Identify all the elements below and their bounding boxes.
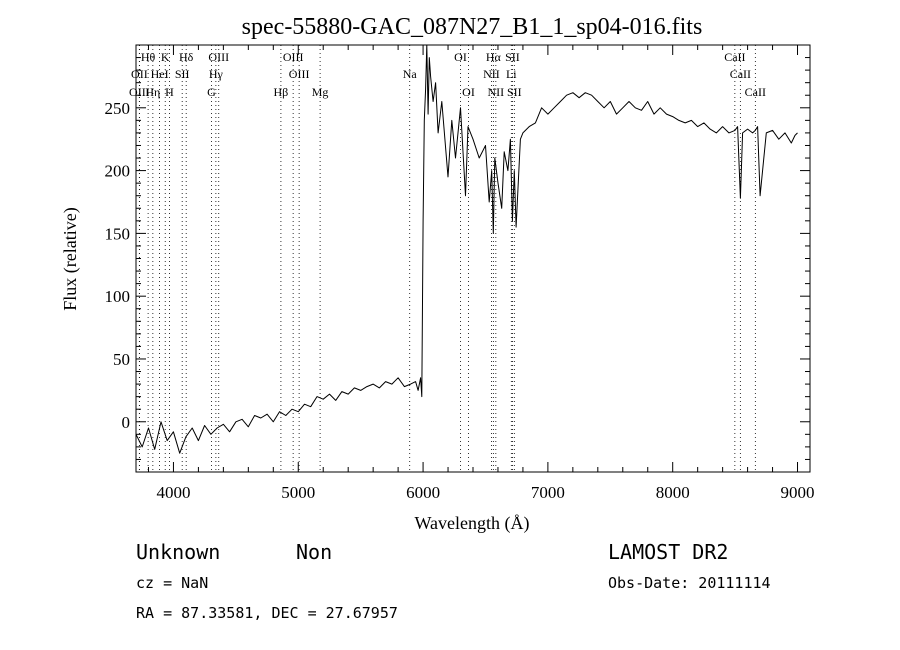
line-marker-label: Mg bbox=[312, 85, 329, 99]
x-tick-label: 9000 bbox=[781, 483, 815, 502]
line-marker-label: NII bbox=[488, 85, 505, 99]
line-marker-label: Hδ bbox=[179, 50, 194, 64]
line-marker-label: SII bbox=[507, 85, 522, 99]
object-class: Unknown bbox=[136, 540, 220, 564]
survey-name: LAMOST DR2 bbox=[608, 540, 728, 564]
line-marker-label: OIII bbox=[289, 67, 310, 81]
y-tick-label: 50 bbox=[113, 350, 130, 369]
x-axis-label: Wavelength (Å) bbox=[414, 513, 529, 534]
y-tick-label: 100 bbox=[105, 287, 131, 306]
y-tick-label: 150 bbox=[105, 224, 131, 243]
line-marker-label: OIII bbox=[283, 50, 304, 64]
line-marker-label: Na bbox=[403, 67, 418, 81]
y-tick-label: 250 bbox=[105, 99, 131, 118]
y-tick-label: 200 bbox=[105, 162, 131, 181]
x-tick-label: 6000 bbox=[406, 483, 440, 502]
line-marker-label: HeI bbox=[151, 67, 169, 81]
line-marker-group bbox=[138, 45, 756, 472]
x-tick-label: 4000 bbox=[156, 483, 190, 502]
y-axis-ticks: 0 50 100 150 200 250 bbox=[105, 57, 810, 460]
object-subclass: Non bbox=[296, 540, 332, 564]
y-tick-label: 0 bbox=[122, 413, 131, 432]
observation-date: Obs-Date: 20111114 bbox=[608, 574, 771, 592]
x-tick-label: 7000 bbox=[531, 483, 565, 502]
chart-title: spec-55880-GAC_087N27_B1_1_sp04-016.fits bbox=[242, 14, 703, 40]
line-marker-label: G bbox=[207, 85, 216, 99]
x-tick-label: 8000 bbox=[656, 483, 690, 502]
line-marker-label: NII bbox=[483, 67, 500, 81]
line-marker-label: H bbox=[165, 85, 174, 99]
line-marker-label: OI bbox=[454, 50, 467, 64]
line-marker-label: Hθ bbox=[141, 50, 156, 64]
line-marker-label: Hη bbox=[145, 85, 160, 99]
x-tick-label: 5000 bbox=[281, 483, 315, 502]
line-marker-label: Li bbox=[506, 67, 517, 81]
line-marker-label: OIII bbox=[129, 85, 150, 99]
line-marker-label: OIII bbox=[208, 50, 229, 64]
y-axis-label: Flux (relative) bbox=[60, 207, 81, 310]
x-axis-ticks: 4000 5000 6000 7000 8000 9000 bbox=[147, 45, 815, 502]
redshift-cz: cz = NaN bbox=[136, 574, 208, 592]
line-marker-label: OII bbox=[131, 67, 148, 81]
line-marker-label: Hγ bbox=[209, 67, 224, 81]
line-marker-label: SII bbox=[505, 50, 520, 64]
ra-dec-coordinates: RA = 87.33581, DEC = 27.67957 bbox=[136, 604, 398, 622]
line-marker-label: SII bbox=[175, 67, 190, 81]
spectrum-line bbox=[135, 44, 798, 454]
line-marker-label: K bbox=[161, 50, 170, 64]
line-marker-label: OI bbox=[462, 85, 475, 99]
line-marker-label: CaII bbox=[745, 85, 766, 99]
line-marker-label: Hβ bbox=[274, 85, 289, 99]
spectrum-group bbox=[135, 44, 798, 454]
line-marker-label: CaII bbox=[724, 50, 745, 64]
line-marker-label: Hα bbox=[486, 50, 502, 64]
plot-frame bbox=[135, 44, 811, 473]
line-marker-label: CaII bbox=[730, 67, 751, 81]
